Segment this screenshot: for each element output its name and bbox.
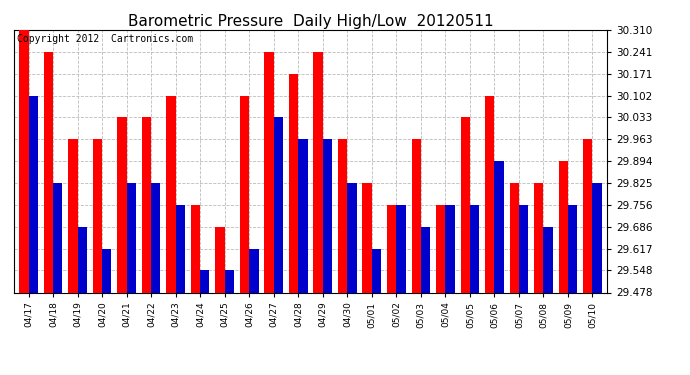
Bar	[495, 161, 504, 292]
Bar	[568, 205, 578, 292]
Bar	[126, 183, 136, 292]
Bar	[264, 52, 274, 292]
Bar	[117, 117, 126, 292]
Bar	[225, 270, 234, 292]
Bar	[68, 140, 77, 292]
Bar	[396, 205, 406, 292]
Bar	[323, 140, 332, 292]
Bar	[372, 249, 381, 292]
Bar	[215, 227, 225, 292]
Bar	[298, 140, 308, 292]
Bar	[436, 205, 445, 292]
Bar	[313, 52, 323, 292]
Bar	[593, 183, 602, 292]
Bar	[240, 96, 249, 292]
Bar	[347, 183, 357, 292]
Bar	[166, 96, 176, 292]
Bar	[151, 183, 161, 292]
Bar	[176, 205, 185, 292]
Bar	[19, 30, 28, 292]
Bar	[53, 183, 62, 292]
Bar	[200, 270, 210, 292]
Bar	[77, 227, 87, 292]
Bar	[92, 140, 102, 292]
Bar	[102, 249, 111, 292]
Bar	[274, 117, 283, 292]
Bar	[362, 183, 372, 292]
Text: Copyright 2012  Cartronics.com: Copyright 2012 Cartronics.com	[17, 34, 193, 44]
Bar	[485, 96, 495, 292]
Bar	[470, 205, 479, 292]
Title: Barometric Pressure  Daily High/Low  20120511: Barometric Pressure Daily High/Low 20120…	[128, 14, 493, 29]
Bar	[191, 205, 200, 292]
Bar	[338, 140, 347, 292]
Bar	[510, 183, 519, 292]
Bar	[445, 205, 455, 292]
Bar	[43, 52, 53, 292]
Bar	[289, 74, 298, 292]
Bar	[411, 140, 421, 292]
Bar	[559, 161, 568, 292]
Bar	[387, 205, 396, 292]
Bar	[544, 227, 553, 292]
Bar	[534, 183, 544, 292]
Bar	[249, 249, 259, 292]
Bar	[460, 117, 470, 292]
Bar	[142, 117, 151, 292]
Bar	[421, 227, 430, 292]
Bar	[519, 205, 529, 292]
Bar	[28, 96, 38, 292]
Bar	[583, 140, 593, 292]
